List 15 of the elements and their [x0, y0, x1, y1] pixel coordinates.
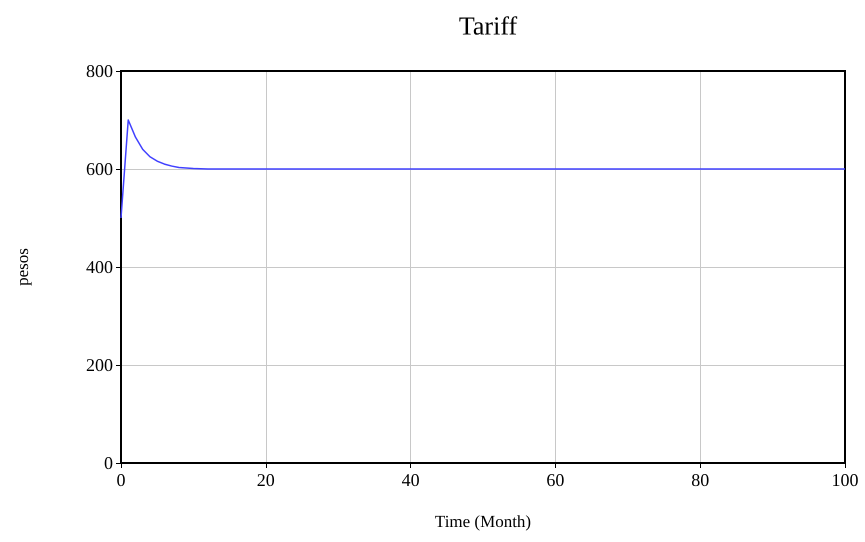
y-tick-label: 400	[86, 257, 113, 277]
y-tick-label: 600	[86, 159, 113, 179]
x-axis-title: Time (Month)	[434, 512, 532, 531]
y-tick-label: 0	[104, 453, 113, 473]
y-tick-label: 200	[86, 355, 113, 375]
x-tick-label: 0	[116, 470, 126, 490]
y-tick-label: 800	[86, 61, 113, 81]
x-tick-label: 40	[402, 470, 420, 490]
x-tick-label: 20	[256, 470, 275, 490]
x-tick-label: 60	[546, 470, 564, 490]
line-series	[120, 119, 846, 219]
x-tick-label: 100	[832, 470, 858, 490]
x-tick-label: 80	[691, 470, 710, 490]
chart-title: Tariff	[458, 12, 518, 40]
y-axis-title: pesos	[13, 248, 32, 286]
